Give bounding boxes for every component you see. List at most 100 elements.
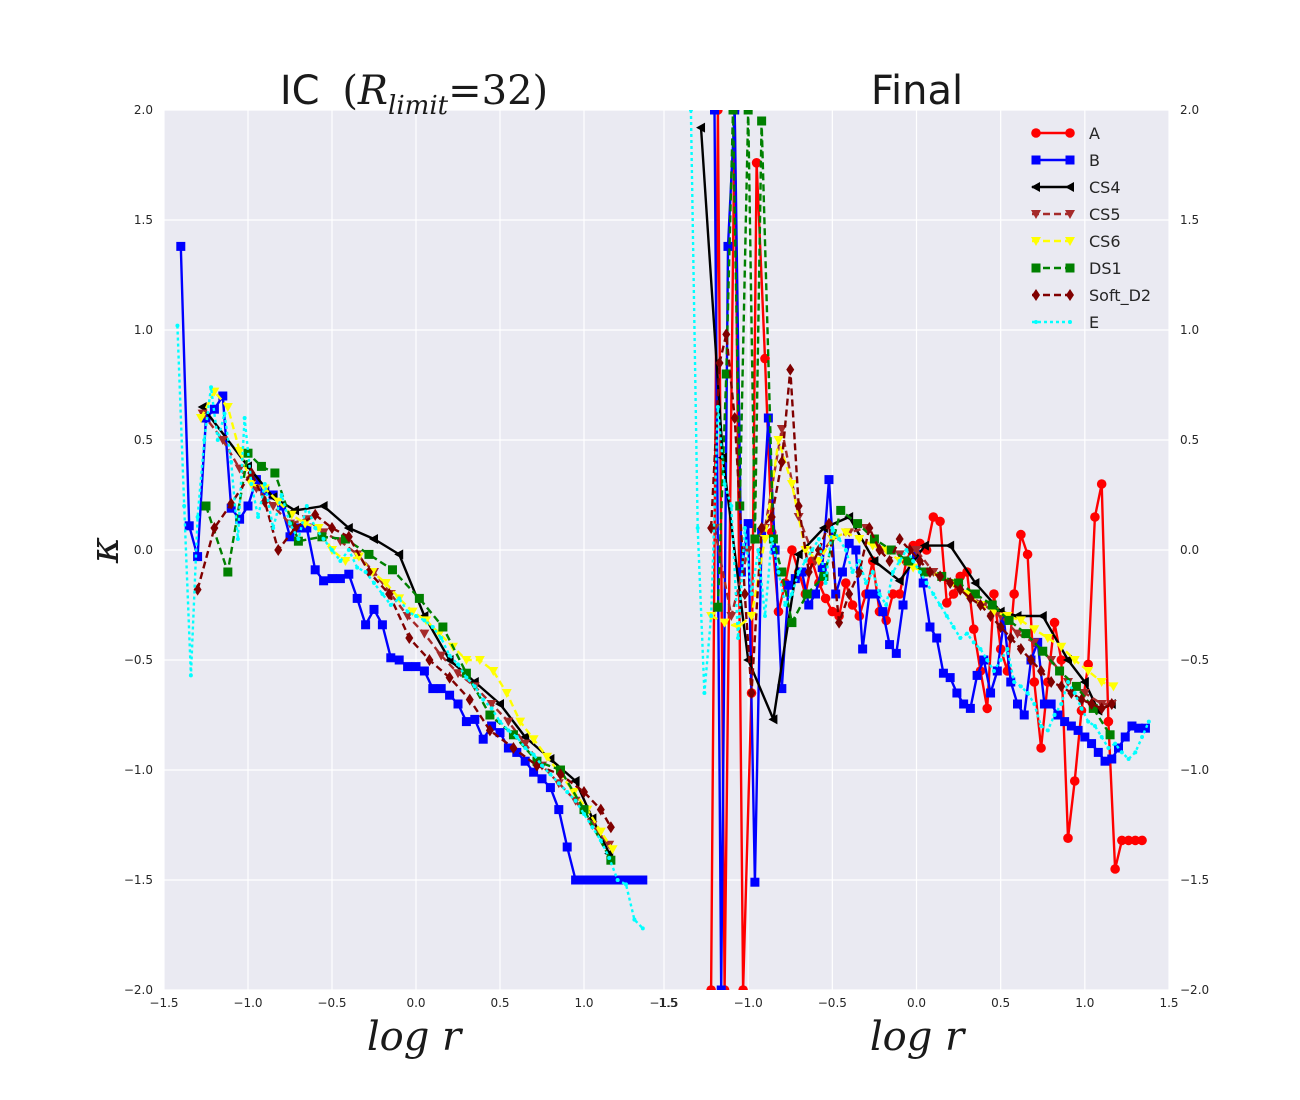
final-series-b-point [1140, 723, 1150, 733]
final-ytick-label: 0.5 [1180, 433, 1199, 447]
final-series-a-point [968, 624, 979, 634]
ic-series-e-point [397, 596, 402, 601]
ic-xtick-label: −1.0 [233, 996, 262, 1010]
ic-series-b-point [487, 721, 497, 731]
final-series-soft_d2-point [946, 577, 955, 589]
legend-marker-sample [1032, 289, 1040, 301]
final-series-e-point [971, 640, 976, 645]
ic-series-b-point [629, 875, 639, 885]
final-series-soft_d2-point [925, 566, 934, 578]
ic-series-cs6-point [461, 656, 472, 665]
ic-series-cs5-point [503, 717, 514, 727]
ic-series-b-point [394, 655, 404, 665]
final-series-e-point [978, 647, 983, 651]
ic-series-b-point [512, 747, 522, 757]
final-series-ds1-point [1105, 730, 1115, 740]
final-series-e-point [1092, 724, 1097, 728]
final-series-ds1-point [1071, 681, 1081, 691]
final-ytick-label: 2.0 [1180, 103, 1199, 117]
ic-series-e-point [222, 411, 227, 416]
ic-series-e-point [296, 537, 301, 541]
final-series-e-point [998, 658, 1003, 662]
final-series-b-point [824, 475, 834, 485]
legend-marker-sample [1031, 210, 1041, 219]
final-series-e-point [796, 570, 801, 574]
final-series-e-point [1005, 647, 1010, 651]
ic-series-soft_d2-point [405, 632, 414, 644]
ic-series-ds1-point [606, 855, 616, 865]
final-series-a-point [1049, 617, 1060, 628]
ic-series-soft_d2 [193, 467, 615, 834]
ic-series-e-point [439, 636, 444, 640]
ic-series-e-point [195, 515, 200, 519]
final-ytick-label: −1.5 [1180, 873, 1209, 887]
final-series-a-point [1110, 864, 1120, 874]
ic-series-soft_d2-point [485, 724, 494, 737]
final-series-e-point [830, 526, 835, 530]
final-series-soft_d2-point [875, 544, 884, 556]
legend-entry-e: E [1032, 313, 1099, 332]
final-series-a-point [820, 593, 831, 604]
final-series-soft_d2-point [722, 328, 731, 341]
final-series-e-point [1032, 702, 1037, 706]
ic-series-b-point [319, 576, 329, 586]
final-series-a-point [1029, 677, 1040, 687]
legend-marker-sample [1031, 263, 1041, 273]
ic-series-cs6-point [542, 752, 553, 762]
ic-xtick-label: −0.5 [317, 996, 346, 1010]
final-series-ds1-point [903, 556, 913, 566]
ic-series-e-point [506, 728, 511, 733]
ic-series-e-point [598, 838, 603, 843]
final-series-a-point [1137, 835, 1147, 846]
ic-title-math-sub: limit [388, 91, 449, 121]
final-series-a-point [1090, 512, 1100, 522]
legend-marker-sample [1065, 128, 1075, 138]
final-series-ds1-point [743, 110, 753, 115]
final-series-cs4-point [1037, 611, 1047, 621]
final-series-cs6-point [1083, 667, 1094, 676]
legend-marker-sample [1065, 155, 1075, 165]
final-panel: −1.5 −1.0 −0.5 0.0 0.5 1.0 1.5−2.0−1.5−1.0−0.5… [649, 68, 1209, 1060]
ic-series-b-point [520, 756, 530, 766]
final-series-b-point [1046, 699, 1056, 709]
final-series-b-point [932, 633, 942, 643]
final-series-cs4-point [919, 540, 929, 551]
final-series-b-point [811, 589, 820, 599]
final-series-e [688, 110, 1151, 761]
final-series-b-point [1033, 637, 1043, 647]
final-series-e-point [944, 614, 949, 618]
final-series-soft_d2-point [1006, 632, 1015, 644]
final-series-e-point [789, 592, 794, 596]
ic-series-e-point [472, 684, 477, 689]
final-series-b-point [965, 703, 975, 713]
final-series-e-point [763, 614, 767, 618]
final-series-e-point [958, 636, 963, 640]
ic-series-e-point [188, 673, 193, 678]
legend-marker-sample [1068, 320, 1072, 324]
final-series-ds1-point [869, 534, 879, 544]
final-series-soft_d2-point [936, 570, 945, 583]
ic-xtick-label: 1.5 [658, 996, 677, 1010]
ic-series-e-point [523, 746, 528, 750]
final-series-a-point [1083, 659, 1093, 670]
final-series-e-point [1133, 750, 1138, 755]
ic-series-e-point [481, 697, 486, 702]
final-series-soft_d2-point [1047, 676, 1056, 688]
final-series-cs5-point [1012, 629, 1023, 639]
ic-series-b-point [285, 532, 295, 542]
final-series-cs6-point [760, 535, 770, 544]
ic-series-cs6-point [607, 845, 618, 855]
ic-series-b-point [419, 666, 429, 676]
final-series-soft_d2-point [915, 555, 924, 567]
ic-series-e-point [175, 323, 180, 328]
final-series-a-point [1130, 835, 1141, 846]
legend-marker-sample [1065, 263, 1075, 273]
final-series-cs6-point [854, 535, 865, 544]
ic-title-prefix: IC [280, 68, 320, 114]
final-series-ds1-point [1038, 646, 1048, 656]
final-series-a-point [787, 545, 797, 555]
final-series-a-point [841, 578, 851, 588]
ic-series-ds1-point [414, 593, 424, 603]
ic-series-ds1-point [485, 710, 495, 720]
ic-series-cs5-point [217, 436, 228, 445]
